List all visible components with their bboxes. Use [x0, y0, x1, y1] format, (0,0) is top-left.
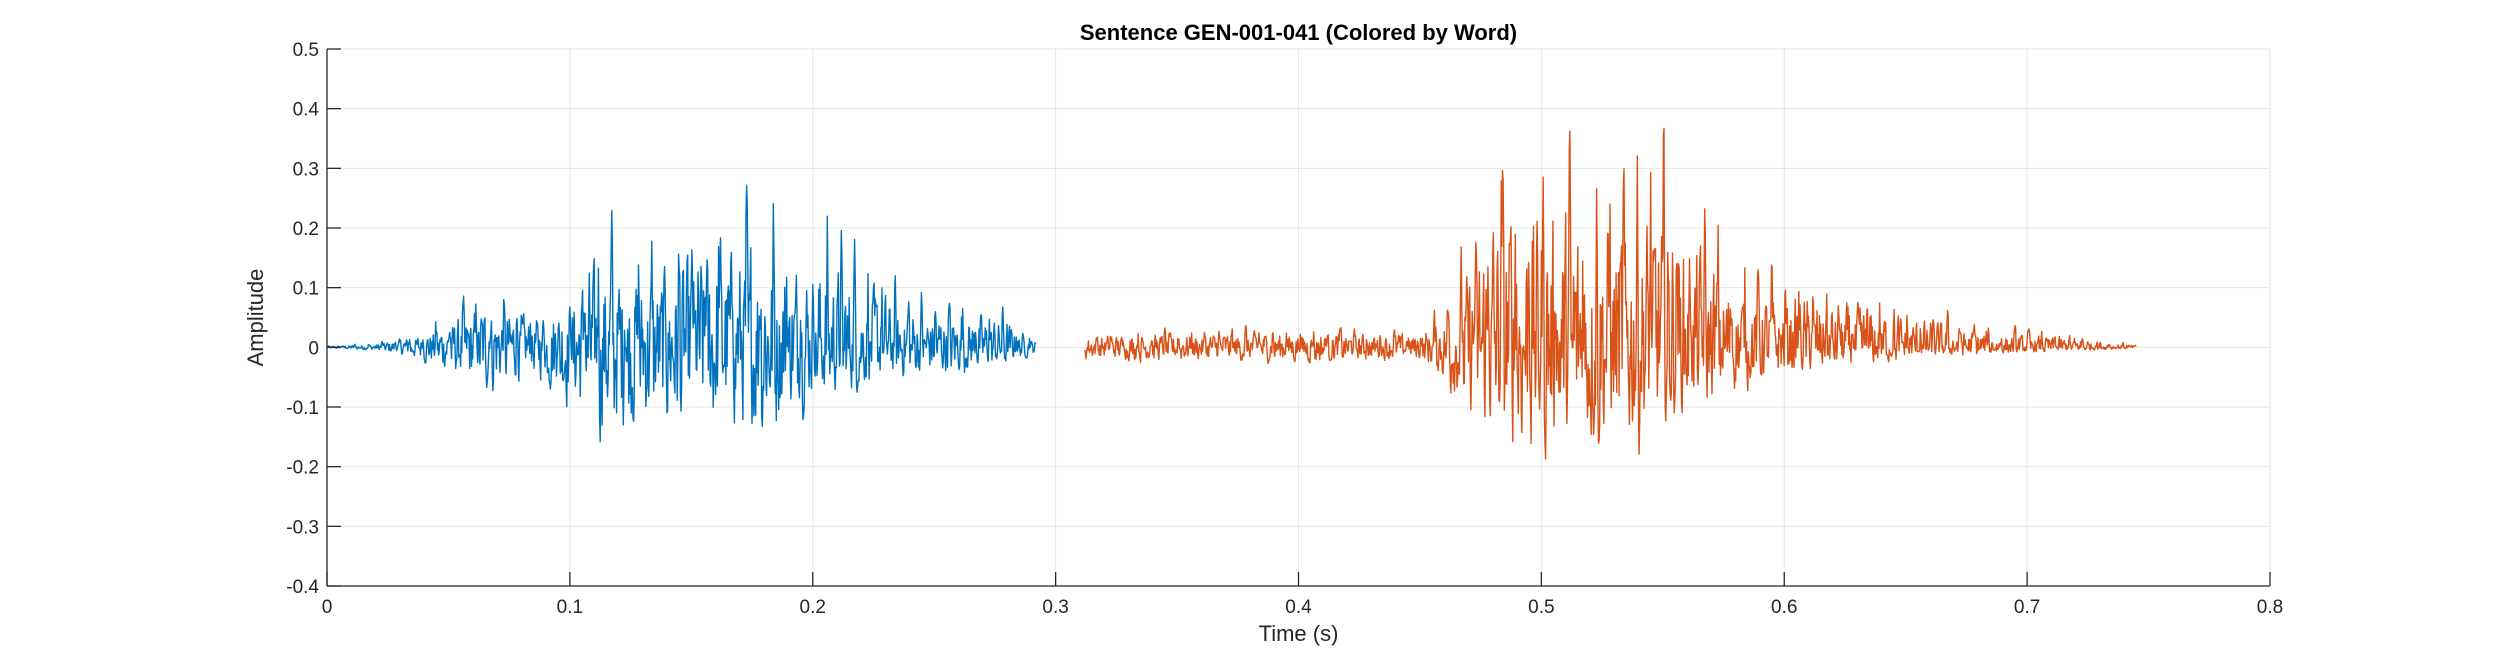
- x-tick-label: 0.7: [2014, 597, 2040, 618]
- tick-layer: 0 0.1 0.2 0.3 0.4 0.5 0.6 0.7 0.8 -0.4 -0.3 -0.2 -0.…: [286, 40, 2283, 618]
- y-tick-label: 0.4: [293, 100, 320, 121]
- y-axis-label: Amplitude: [243, 269, 268, 367]
- x-tick-label: 0.3: [1042, 597, 1068, 618]
- x-axis-label: Time (s): [1259, 621, 1339, 646]
- x-tick-label: 0.1: [557, 597, 583, 618]
- waveform-series-2: [1084, 127, 2137, 460]
- y-tick-label: 0.2: [293, 219, 319, 240]
- y-tick-label: -0.3: [286, 517, 319, 538]
- x-tick-label: 0.2: [800, 597, 826, 618]
- x-tick-label: 0.6: [1771, 597, 1797, 618]
- y-tick-label: 0: [308, 338, 319, 359]
- y-tick-label: -0.2: [286, 458, 319, 479]
- waveform-series-1: [326, 184, 1037, 443]
- y-tick-label: 0.1: [293, 279, 319, 300]
- y-tick-label: -0.1: [286, 398, 319, 419]
- x-tick-label: 0: [322, 597, 333, 618]
- y-tick-label: -0.4: [286, 577, 319, 598]
- series-layer: [326, 127, 2137, 460]
- y-tick-label: 0.5: [293, 40, 319, 61]
- chart-title: Sentence GEN-001-041 (Colored by Word): [1080, 20, 1517, 45]
- x-tick-label: 0.8: [2257, 597, 2283, 618]
- y-tick-label: 0.3: [293, 159, 319, 180]
- x-tick-label: 0.4: [1285, 597, 1312, 618]
- x-tick-label: 0.5: [1528, 597, 1554, 618]
